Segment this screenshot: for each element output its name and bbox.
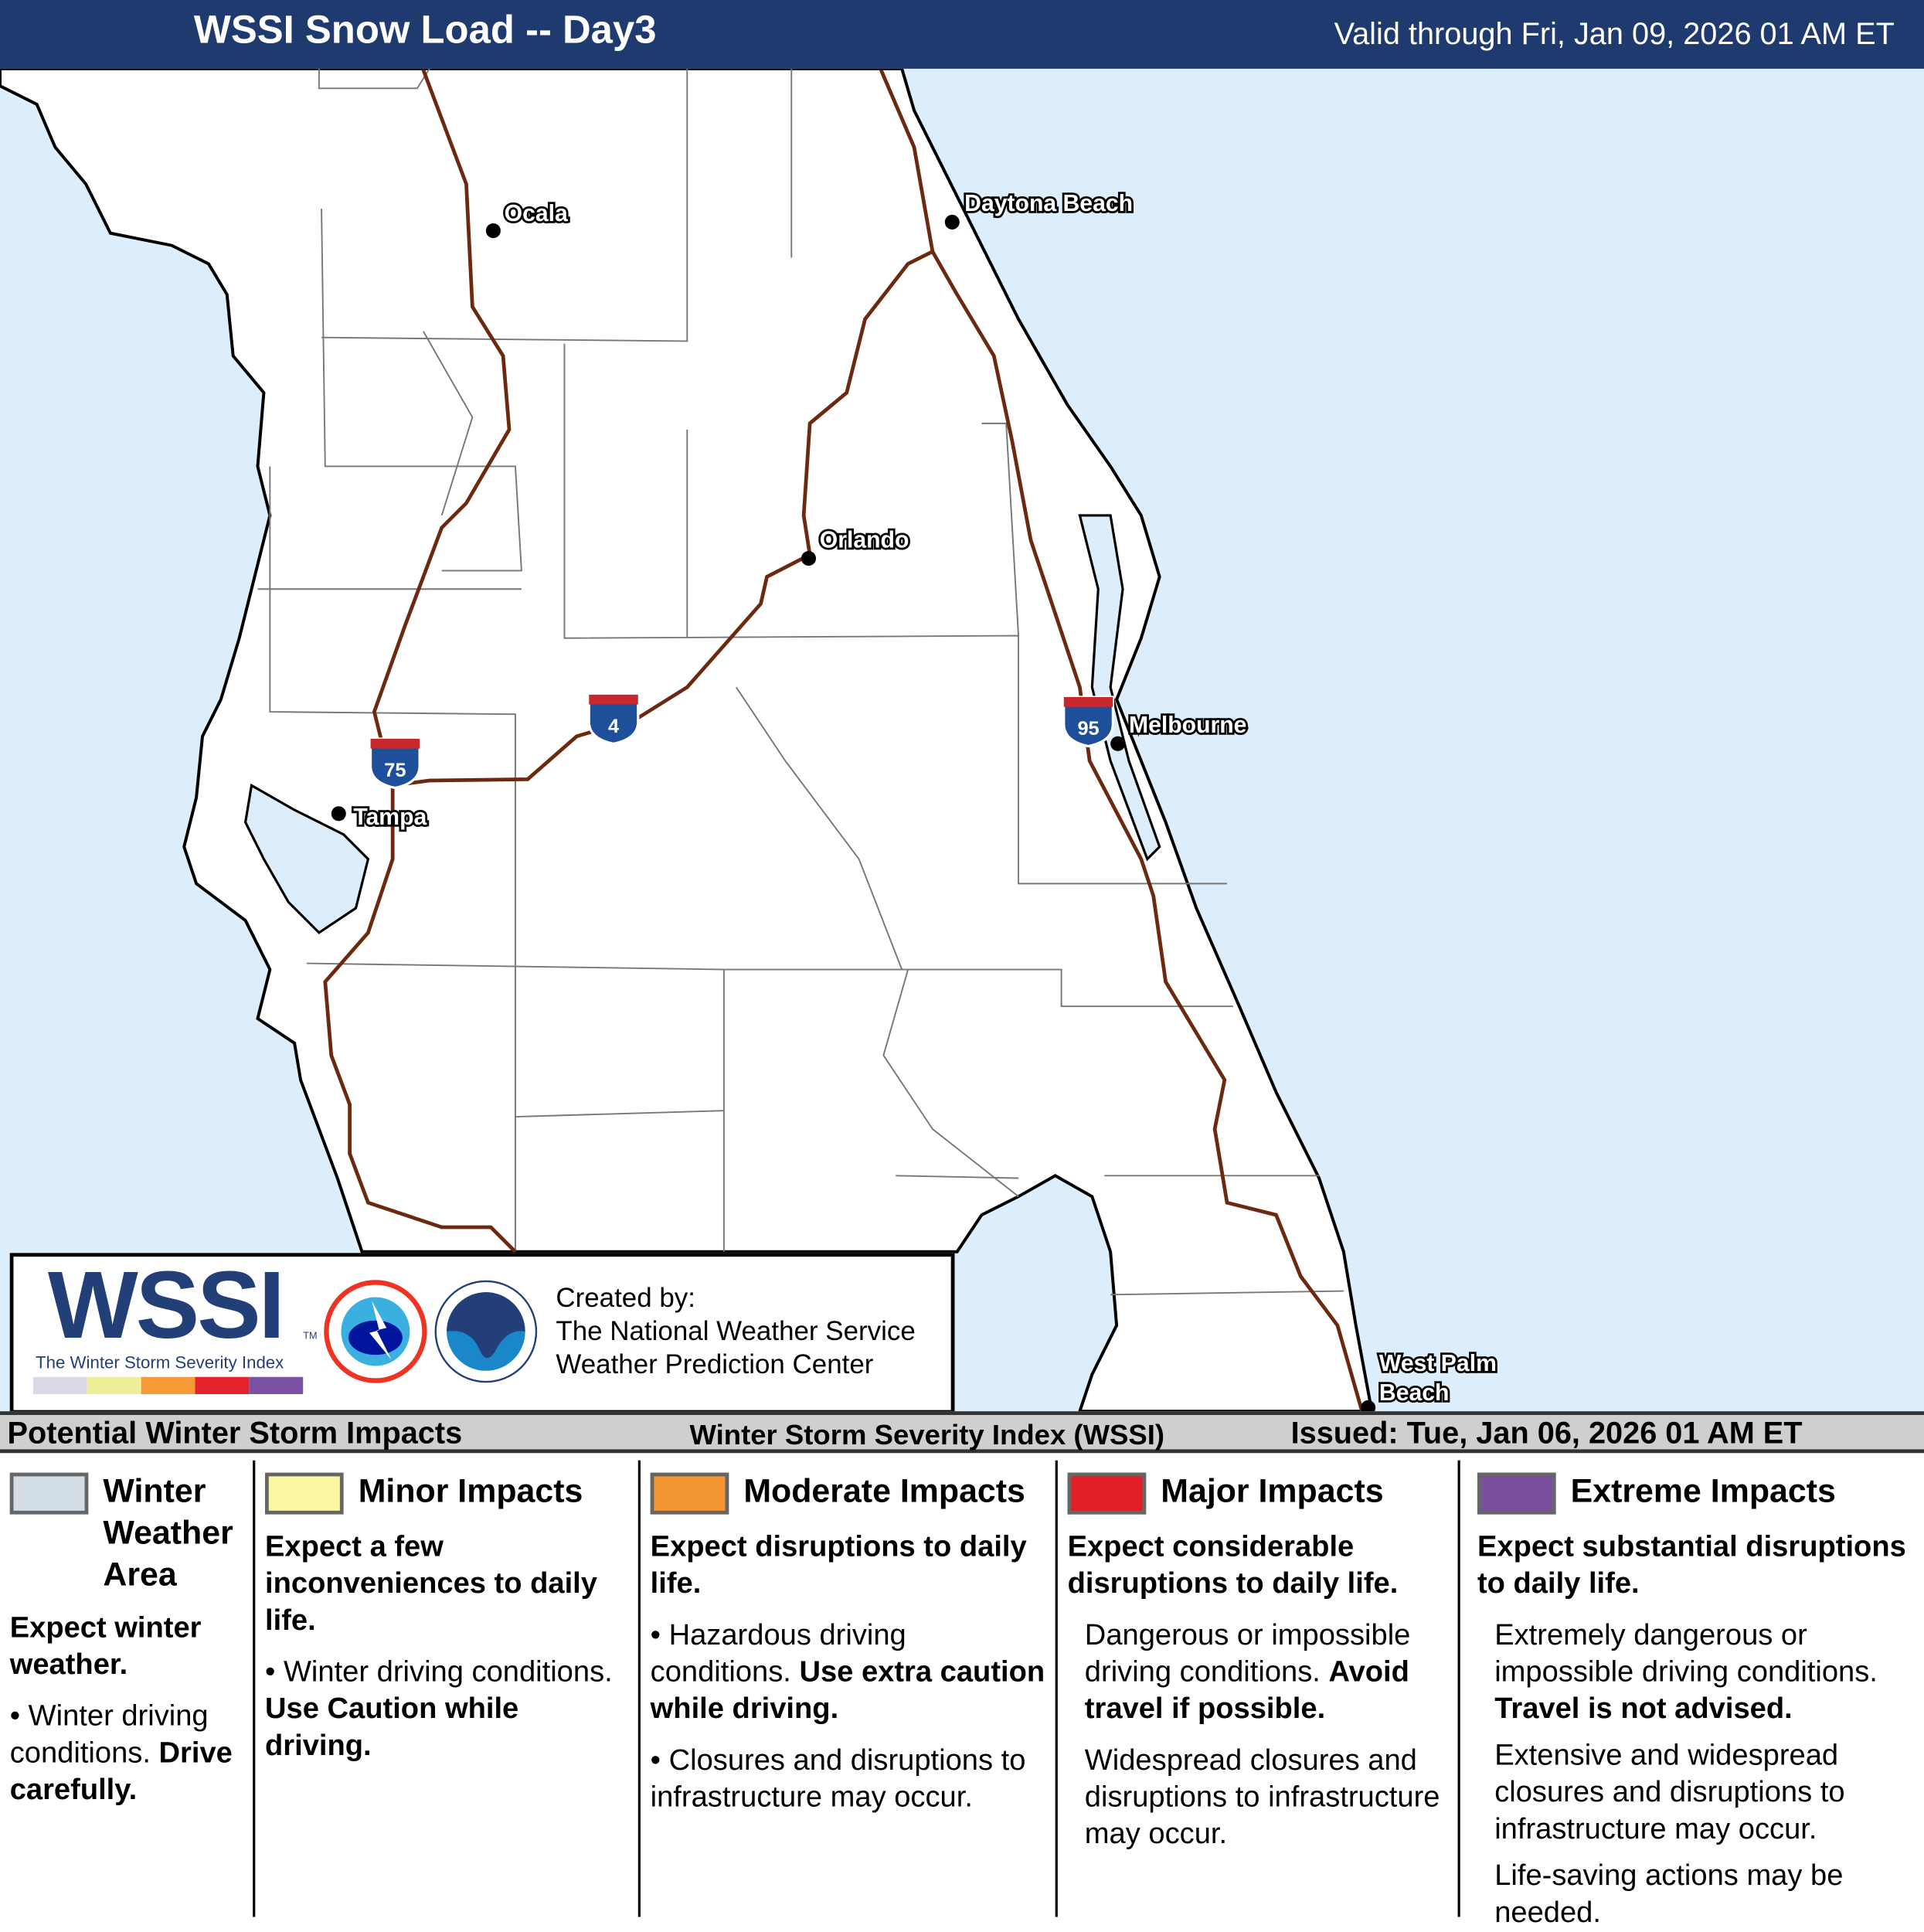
i75-route <box>323 69 517 1253</box>
created-by-label: Created by: <box>556 1282 695 1314</box>
legend-title: Winter Weather Area <box>103 1472 233 1594</box>
divider <box>1457 1460 1460 1917</box>
legend-minor-impacts: Minor Impacts Expect a few inconvenience… <box>255 1461 637 1924</box>
city-label-daytona-beach: Daytona Beach <box>964 191 1133 216</box>
legend-lead: Expect a few inconveniences to daily lif… <box>265 1530 597 1638</box>
wssi-color-scale <box>32 1376 304 1394</box>
legend-lead: Expect disruptions to daily life. <box>650 1530 1027 1600</box>
legend-body: • Winter driving conditions. Drive caref… <box>9 1699 233 1807</box>
valid-time: Valid through Fri, Jan 09, 2026 01 AM ET <box>1334 17 1895 52</box>
legend-body-3: Life-saving actions may be needed. <box>1494 1859 1844 1930</box>
wssi-subtitle: The Winter Storm Severity Index <box>36 1352 284 1372</box>
city-label-west-palm: West Palm <box>1379 1351 1497 1376</box>
svg-text:4: 4 <box>608 716 619 737</box>
city-label-tampa: Tampa <box>353 804 427 830</box>
legend-title: Extreme Impacts <box>1570 1472 1836 1510</box>
swatch <box>1067 1472 1147 1515</box>
legend-body: • Hazardous driving conditions. Use extr… <box>650 1618 1045 1726</box>
trademark: TM <box>303 1330 318 1342</box>
legend-moderate-impacts: Moderate Impacts Expect disruptions to d… <box>641 1461 1055 1924</box>
swatch <box>9 1472 89 1515</box>
legend-winter-weather-area: Winter Weather Area Expect winter weathe… <box>0 1461 253 1924</box>
swatch <box>650 1472 729 1515</box>
legend-body-2: Widespread closures and disruptions to i… <box>1084 1743 1440 1851</box>
land <box>0 68 1374 1412</box>
divider <box>1055 1460 1058 1917</box>
indian-river-lagoon <box>1078 514 1161 862</box>
county-lines <box>257 68 1344 1296</box>
legend-body: Dangerous or impossible driving conditio… <box>1084 1618 1411 1726</box>
org-nws: The National Weather Service <box>556 1315 916 1347</box>
divider <box>637 1460 641 1917</box>
impact-legend: Winter Weather Area Expect winter weathe… <box>0 1453 1924 1929</box>
tampa-bay <box>243 783 370 934</box>
legend-title: Minor Impacts <box>358 1472 583 1510</box>
city-markers <box>331 214 1376 1412</box>
credits-text: Created by: The National Weather Service… <box>556 1281 915 1381</box>
city-label-orlando: Orlando <box>820 527 909 553</box>
header-bar: WSSI Snow Load -- Day3 Valid through Fri… <box>0 0 1924 69</box>
issued-time: Issued: Tue, Jan 06, 2026 01 AM ET <box>1290 1416 1803 1451</box>
wssi-logo: WSSI <box>47 1250 285 1359</box>
nws-logo-icon <box>324 1280 427 1383</box>
org-wpc: Weather Prediction Center <box>556 1349 874 1379</box>
city-label-ocala: Ocala <box>505 201 568 226</box>
svg-text:75: 75 <box>384 760 406 781</box>
interstate-95-shield: 95 <box>1062 696 1114 748</box>
swatch <box>1477 1472 1556 1515</box>
legend-body-2: Extensive and widespread closures and di… <box>1494 1739 1845 1846</box>
credits-box: WSSI TM The Winter Storm Severity Index … <box>9 1250 955 1414</box>
city-label-melbourne: Melbourne <box>1129 713 1246 738</box>
legend-title: Potential Winter Storm Impacts <box>7 1416 463 1451</box>
interstate-75-shield: 75 <box>369 737 421 790</box>
noaa-logo-icon <box>434 1280 538 1383</box>
index-name: Winter Storm Severity Index (WSSI) <box>689 1418 1165 1451</box>
legend-lead: Expect substantial disruptions to daily … <box>1477 1530 1906 1600</box>
legend-body-2: • Closures and disruptions to infrastruc… <box>650 1743 1026 1815</box>
city-label-beach: Beach <box>1379 1380 1450 1406</box>
legend-header: Potential Winter Storm Impacts Winter St… <box>0 1411 1924 1454</box>
turnpike-route <box>801 250 933 556</box>
swatch <box>265 1472 344 1515</box>
legend-title: Moderate Impacts <box>743 1472 1025 1510</box>
legend-title: Major Impacts <box>1161 1472 1384 1510</box>
interstate-4-shield: 4 <box>587 693 640 745</box>
legend-extreme-impacts: Extreme Impacts Expect substantial disru… <box>1460 1461 1924 1929</box>
map: Ocala Daytona Beach Orlando Melbourne Ta… <box>0 68 1924 1412</box>
legend-body: Extremely dangerous or impossible drivin… <box>1494 1618 1878 1726</box>
divider <box>253 1460 256 1917</box>
i95-route <box>879 69 1364 1412</box>
map-title: WSSI Snow Load -- Day3 <box>193 7 657 52</box>
legend-lead: Expect winter weather. <box>9 1611 202 1682</box>
legend-lead: Expect considerable disruptions to daily… <box>1067 1530 1399 1600</box>
legend-body: • Winter driving conditions. Use Caution… <box>265 1655 613 1763</box>
svg-text:95: 95 <box>1077 718 1099 740</box>
legend-major-impacts: Major Impacts Expect considerable disrup… <box>1058 1461 1458 1924</box>
